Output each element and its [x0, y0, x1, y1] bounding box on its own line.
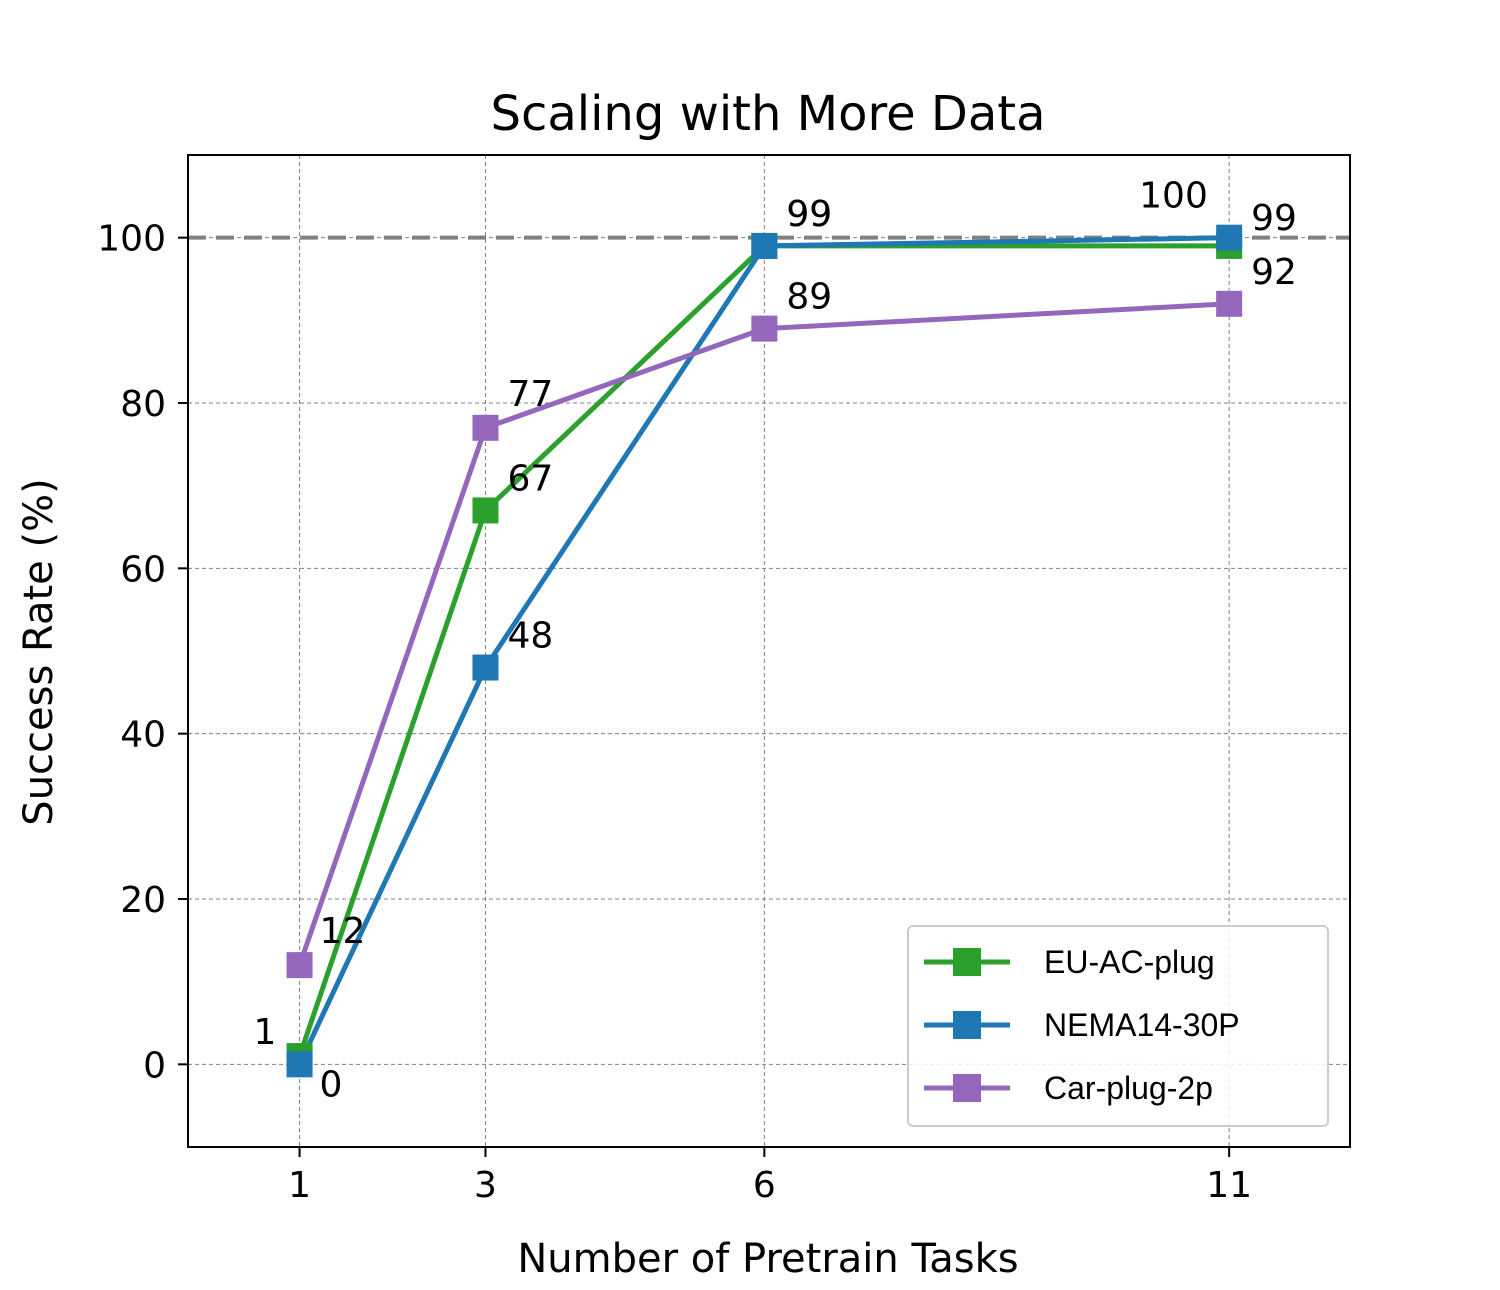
y-tick-label: 80: [120, 384, 166, 425]
data-label: 67: [507, 458, 553, 499]
data-label: 100: [1139, 176, 1208, 217]
data-point-car-plug-2p: [472, 414, 499, 441]
data-label: 0: [320, 1064, 343, 1105]
data-label: 1: [254, 1012, 277, 1053]
plot-frame: [187, 154, 1351, 1148]
legend-label: EU-AC-plug: [1044, 944, 1215, 980]
y-tick-label: 40: [120, 715, 166, 756]
data-label: 48: [507, 616, 553, 657]
series-line-car-plug-2p: [297, 301, 1230, 966]
data-label: 99: [786, 194, 832, 235]
legend-marker: [953, 948, 981, 976]
x-axis-label: Number of Pretrain Tasks: [517, 1236, 1018, 1282]
y-tick-label: 0: [143, 1045, 166, 1086]
data-label: 77: [507, 374, 553, 415]
x-tick-label: 3: [474, 1165, 497, 1206]
axis-ticks: 1 3 6 11 0 20 40 60 80 100: [97, 219, 1252, 1206]
y-tick-label: 20: [120, 880, 166, 921]
data-point-nema14-30p: [472, 654, 499, 681]
data-point-car-plug-2p: [751, 315, 778, 342]
data-label: 99: [786, 194, 832, 235]
chart-title: Scaling with More Data: [490, 86, 1045, 142]
data-point-eu-ac-plug: [472, 497, 499, 524]
data-label: 99: [1251, 198, 1297, 239]
y-tick-label: 60: [120, 549, 166, 590]
legend-box: [907, 925, 1329, 1127]
data-point-car-plug-2p: [286, 952, 313, 979]
data-label: 89: [786, 277, 832, 318]
legend: EU-AC-plug NEMA14-30P Car-plug-2p: [907, 925, 1329, 1127]
data-label: 92: [1251, 252, 1297, 293]
series-group: [286, 224, 1243, 1078]
legend-marker: [953, 1011, 981, 1039]
y-tick-label: 100: [97, 219, 166, 260]
data-point-nema14-30p: [1216, 224, 1243, 251]
x-tick-label: 1: [288, 1165, 311, 1206]
x-tick-label: 11: [1206, 1165, 1252, 1206]
legend-label: NEMA14-30P: [1044, 1007, 1240, 1043]
data-point-car-plug-2p: [1216, 290, 1243, 317]
data-label: 12: [320, 911, 366, 952]
data-point-nema14-30p: [751, 232, 778, 259]
series-line-nema14-30p: [297, 235, 1230, 1066]
x-tick-label: 6: [753, 1165, 776, 1206]
data-point-nema14-30p: [286, 1051, 313, 1078]
y-axis-label: Success Rate (%): [16, 478, 62, 825]
legend-marker: [953, 1074, 981, 1102]
legend-label: Car-plug-2p: [1044, 1070, 1213, 1106]
